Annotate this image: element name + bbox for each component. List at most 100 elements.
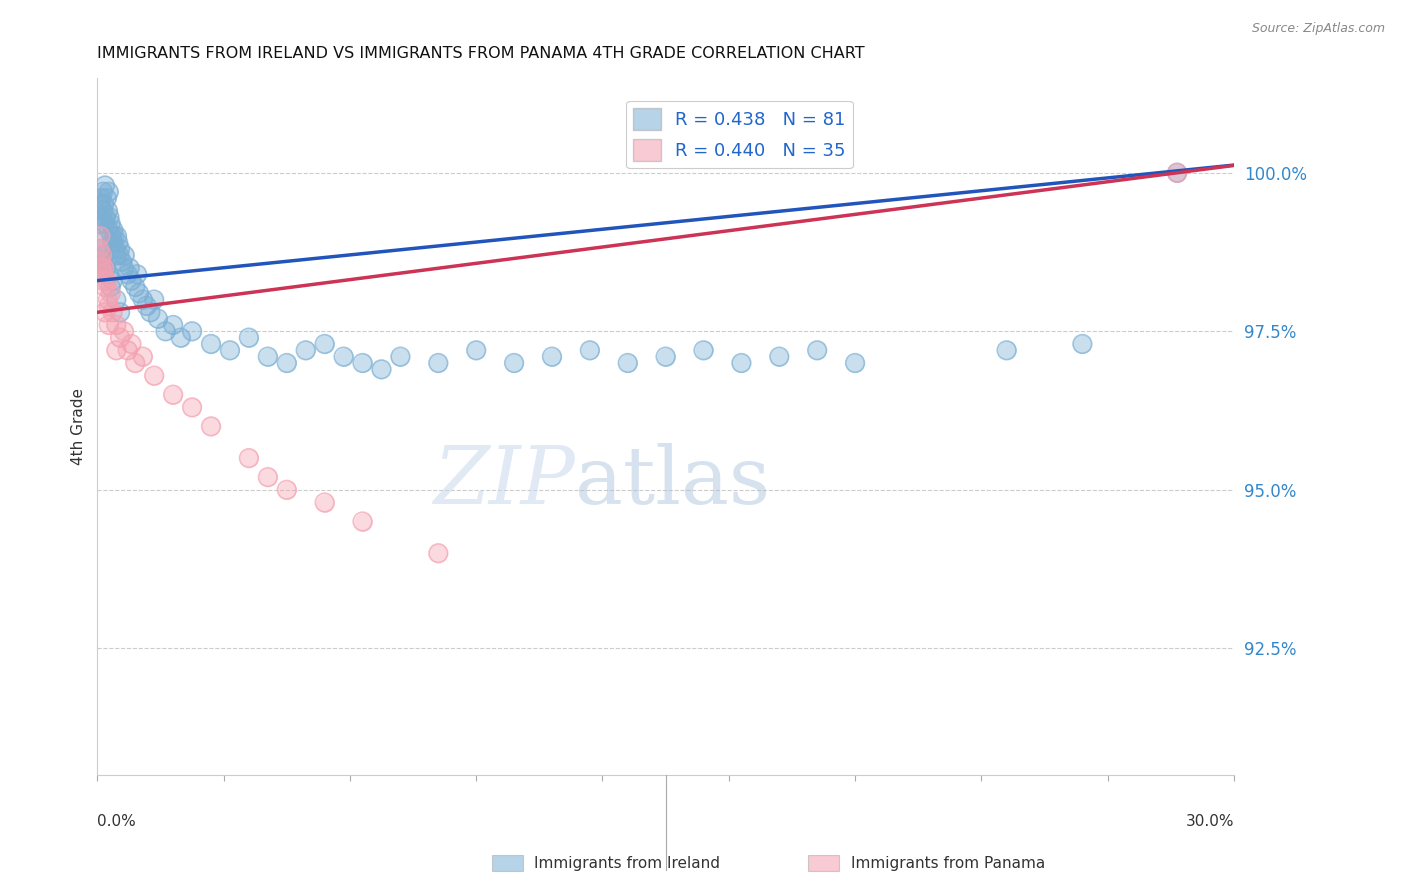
Point (108, 331, 131, 345)
Point (104, 242, 127, 256)
Point (97, 318, 120, 332)
Point (90, 191, 112, 205)
Point (117, 267, 139, 281)
Point (276, 356, 298, 370)
Point (276, 483, 298, 497)
Point (730, 356, 752, 370)
Point (94, 210, 117, 224)
Point (90, 254, 112, 268)
Point (91, 235, 114, 250)
Point (332, 350, 354, 364)
Point (107, 235, 129, 250)
Point (155, 324, 177, 338)
Text: Source: ZipAtlas.com: Source: ZipAtlas.com (1251, 22, 1385, 36)
Point (112, 324, 135, 338)
Point (120, 337, 142, 351)
Point (370, 362, 392, 376)
Point (352, 356, 374, 370)
Point (105, 318, 128, 332)
Point (352, 515, 374, 529)
Point (94, 260, 117, 275)
Point (120, 274, 142, 288)
Point (132, 293, 155, 307)
Point (427, 546, 450, 560)
Point (96, 191, 118, 205)
Point (181, 401, 204, 415)
Point (155, 324, 177, 338)
Point (90, 210, 112, 224)
Point (111, 254, 134, 268)
Point (105, 318, 128, 332)
Point (389, 350, 412, 364)
Point (352, 515, 374, 529)
Point (768, 350, 790, 364)
Point (124, 356, 146, 370)
Point (103, 229, 125, 244)
Point (1166, 166, 1188, 180)
Point (91, 203, 114, 218)
Point (143, 368, 166, 383)
Point (256, 470, 278, 484)
Point (162, 318, 184, 332)
Point (89, 197, 111, 211)
Point (389, 350, 412, 364)
Point (162, 318, 184, 332)
Point (200, 419, 222, 434)
Point (117, 343, 139, 358)
Point (100, 286, 122, 301)
Point (97, 223, 120, 237)
Point (276, 483, 298, 497)
Point (256, 350, 278, 364)
Point (91, 185, 114, 199)
Point (314, 495, 336, 509)
Point (108, 248, 131, 262)
Point (89, 217, 111, 231)
Point (94, 305, 117, 319)
Point (256, 350, 278, 364)
Point (117, 267, 139, 281)
Point (101, 274, 124, 288)
Point (91, 267, 114, 281)
Point (96, 254, 118, 268)
Point (1166, 166, 1188, 180)
Point (94, 178, 117, 193)
Point (692, 343, 714, 358)
Point (112, 260, 135, 275)
Point (98, 210, 121, 224)
Point (91, 274, 114, 288)
Point (100, 229, 122, 244)
Point (94, 305, 117, 319)
Point (181, 401, 204, 415)
Point (93, 248, 115, 262)
Point (104, 242, 127, 256)
Point (170, 331, 193, 345)
Point (314, 337, 336, 351)
Point (91, 274, 114, 288)
Point (127, 267, 149, 281)
Point (370, 362, 392, 376)
Point (93, 197, 115, 211)
Point (97, 223, 120, 237)
Point (294, 343, 316, 358)
Point (114, 248, 136, 262)
Point (112, 260, 135, 275)
Point (100, 217, 122, 231)
Point (844, 356, 866, 370)
Text: atlas: atlas (575, 443, 770, 521)
Point (132, 350, 155, 364)
Point (94, 217, 117, 231)
Point (128, 286, 150, 301)
Point (91, 267, 114, 281)
Point (97, 185, 120, 199)
Point (90, 242, 112, 256)
Point (139, 305, 162, 319)
Point (94, 280, 117, 294)
Point (314, 495, 336, 509)
Text: IMMIGRANTS FROM IRELAND VS IMMIGRANTS FROM PANAMA 4TH GRADE CORRELATION CHART: IMMIGRANTS FROM IRELAND VS IMMIGRANTS FR… (97, 46, 865, 62)
Point (332, 350, 354, 364)
Point (200, 337, 222, 351)
Point (97, 203, 120, 218)
Point (579, 343, 602, 358)
Point (96, 254, 118, 268)
Point (844, 356, 866, 370)
